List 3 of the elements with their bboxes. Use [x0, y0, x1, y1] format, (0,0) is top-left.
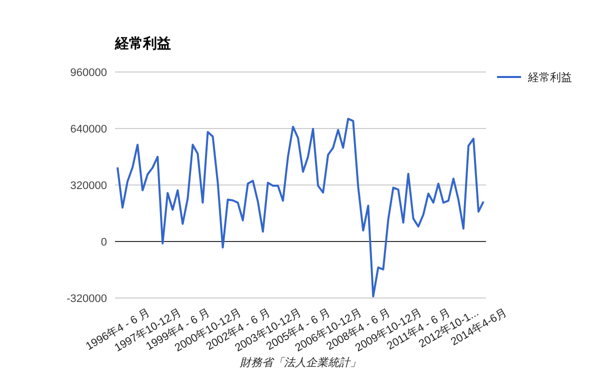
legend-label: 経常利益 [527, 71, 572, 84]
xlabel: 財務省「法人企業統計」 [240, 357, 361, 369]
title: 経常利益 [115, 35, 171, 51]
